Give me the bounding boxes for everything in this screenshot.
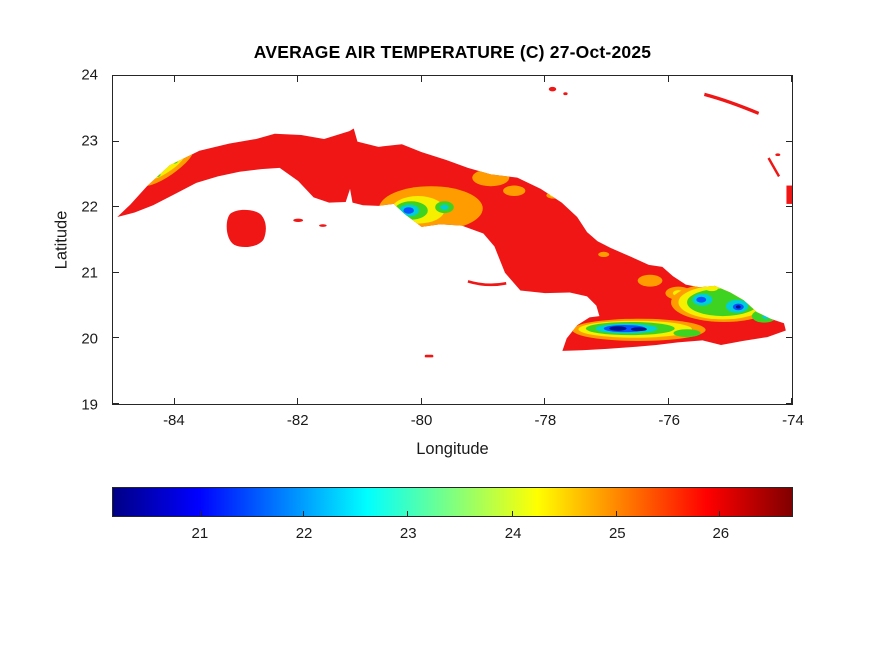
axis-tick-mark (173, 398, 175, 404)
colorbar-tick-mark (615, 511, 617, 516)
axis-tick-mark (667, 398, 669, 404)
colorbar-tick-label: 26 (712, 525, 730, 542)
colorbar-tick-mark (719, 511, 721, 516)
y-tick-label: 22 (81, 198, 98, 216)
colorbar-tick-label: 24 (504, 525, 522, 542)
axis-tick-mark (113, 403, 119, 404)
x-tick-label: -78 (534, 412, 557, 429)
axis-tick-mark (113, 75, 119, 76)
nearby-cays (293, 86, 792, 358)
axis-tick-mark (786, 75, 792, 76)
figure-title: AVERAGE AIR TEMPERATURE (C) 27-Oct-2025 (253, 42, 652, 62)
colorbar-tick-mark (407, 511, 409, 516)
axis-tick-mark (667, 76, 669, 82)
axis-tick-mark (786, 403, 792, 404)
axis-tick-mark (173, 76, 175, 82)
x-tick-label: -84 (163, 412, 185, 429)
colorbar (112, 487, 793, 517)
axis-tick-mark (544, 398, 546, 404)
axis-tick-mark (544, 76, 546, 82)
axis-tick-mark (113, 271, 119, 273)
axis-tick-mark (113, 140, 119, 142)
colorbar-tick-label: 21 (191, 525, 209, 542)
y-tick-label: 21 (81, 264, 98, 282)
isla-de-la-juventud-shape (226, 209, 266, 248)
x-axis-tick-labels: -84 -82 -80 -78 -76 -74 (112, 412, 804, 430)
axis-tick-mark (113, 337, 119, 339)
axis-tick-mark (113, 206, 119, 208)
axis-tick-mark (786, 140, 792, 142)
y-axis-tick-labels: 24 23 22 21 20 19 (0, 67, 104, 414)
axis-tick-mark (786, 271, 792, 273)
y-tick-label: 24 (81, 66, 98, 84)
colorbar-tick-labels: 21 22 23 24 25 26 (112, 525, 793, 543)
colorbar-tick-mark (199, 511, 201, 516)
y-tick-label: 20 (81, 330, 98, 348)
axis-tick-mark (297, 76, 299, 82)
colorbar-tick-mark (511, 511, 513, 516)
axis-tick-mark (786, 337, 792, 339)
colorbar-tick-mark (303, 511, 305, 516)
x-axis-label: Longitude (416, 440, 489, 458)
axis-tick-mark (420, 398, 422, 404)
cuba-mainland-shape (117, 128, 786, 351)
cuba-temperature-map (117, 86, 792, 358)
x-tick-label: -74 (782, 412, 804, 429)
axis-tick-mark (786, 206, 792, 208)
axis-tick-mark (791, 398, 792, 404)
colorbar-tick-label: 23 (399, 525, 417, 542)
colorbar-tick-label: 25 (608, 525, 626, 542)
axis-tick-mark (420, 76, 422, 82)
colorbar-gradient (113, 488, 792, 516)
axis-tick-mark (791, 76, 792, 82)
y-tick-label: 23 (81, 132, 98, 150)
y-axis-label: Latitude (52, 210, 71, 270)
colorbar-tick-label: 22 (295, 525, 313, 542)
central-hills-warm-spots (546, 192, 563, 199)
axis-tick-mark (297, 398, 299, 404)
x-tick-label: -82 (286, 412, 309, 429)
x-tick-label: -76 (658, 412, 681, 429)
y-tick-label: 19 (81, 396, 98, 414)
sierra-maestra-cool-region (572, 318, 706, 342)
x-tick-label: -80 (410, 412, 433, 429)
plot-area (112, 75, 793, 405)
